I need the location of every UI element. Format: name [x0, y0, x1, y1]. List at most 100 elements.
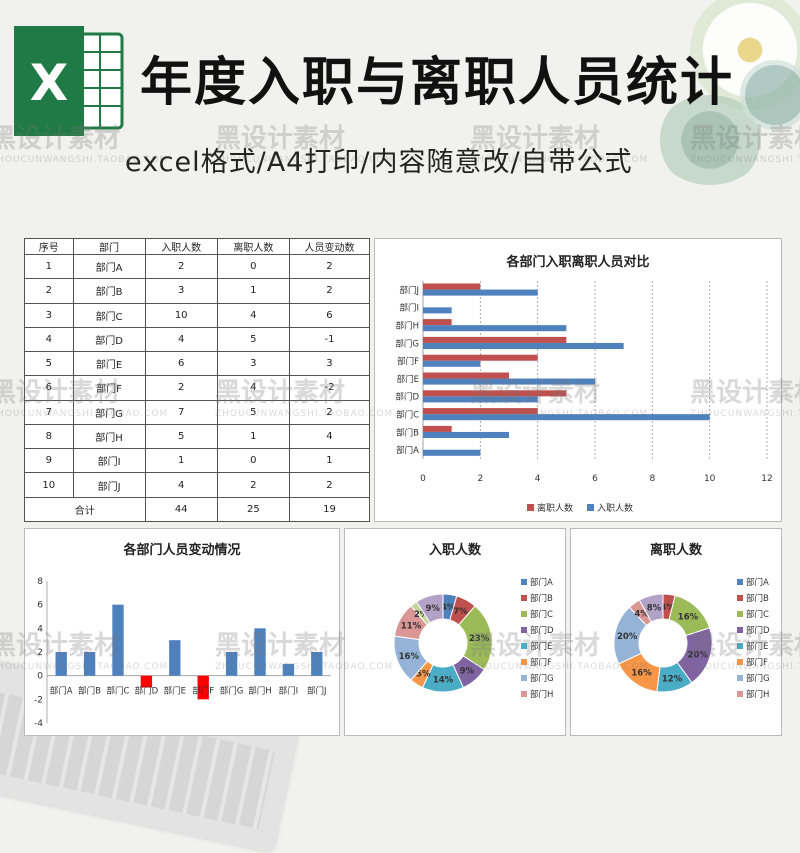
table-row: 10 部门J 4 2 2	[24, 472, 371, 498]
x-tick-label: 部门G	[220, 686, 244, 697]
table-cell: 部门I	[72, 448, 146, 474]
table-row: 7 部门G 7 5 2	[24, 399, 371, 425]
data-label: 11%	[401, 622, 422, 632]
legend-swatch	[737, 643, 743, 649]
legend-swatch	[521, 611, 527, 617]
y-tick-label: 部门C	[396, 410, 419, 421]
bar	[423, 354, 538, 361]
table-cell: 部门H	[72, 423, 146, 450]
table-cell: 6	[144, 351, 218, 377]
legend-label: 部门H	[746, 689, 769, 700]
x-tick-label: 部门E	[164, 686, 186, 697]
y-tick-label: 6	[37, 601, 43, 611]
y-tick-label: 8	[37, 577, 43, 587]
hbar-chart: 0 2 4 6 8 10 12 部门A 部门B 部门C 部门D 部门E 部门F 部门G 部门H 部门I 部门J 离…	[395, 281, 773, 514]
legend-swatch	[521, 675, 527, 681]
bar	[423, 425, 452, 432]
legend-swatch	[737, 627, 743, 633]
y-tick-label: 部门A	[396, 445, 419, 456]
table-cell: 4	[144, 472, 218, 498]
x-tick-label: 部门A	[50, 686, 73, 697]
data-label: 20%	[617, 632, 638, 642]
bar	[83, 652, 96, 676]
vbar-chart: -4 -2 0 2 4 6 8 部门A 部门B 部门C 部门D 部门E 部门F 部门G 部门H 部门I 部门J	[34, 577, 331, 729]
legend-label: 离职人数	[537, 502, 573, 514]
bar	[423, 283, 481, 290]
data-label: 7%	[453, 607, 468, 617]
y-tick-label: 部门H	[396, 321, 419, 332]
y-tick-label: 部门I	[399, 303, 419, 314]
table-header-cell: 离职人数	[216, 238, 290, 255]
table-cell: 5	[216, 399, 290, 425]
data-label: 8%	[647, 604, 662, 614]
data-label: 14%	[433, 676, 454, 686]
table-cell: 3	[144, 278, 218, 304]
bar	[311, 652, 323, 676]
legend-label: 部门D	[746, 625, 770, 636]
x-tick-label: 部门J	[307, 686, 327, 697]
table-cell: 3	[288, 351, 371, 377]
x-tick-label: 部门B	[78, 686, 101, 697]
leave-pie-title: 离职人数	[649, 543, 702, 558]
table-cell: 8	[24, 423, 74, 450]
table-cell: -2	[288, 375, 371, 401]
bar	[169, 640, 181, 676]
hbar-chart-panel: 各部门入职离职人员对比 0 2 4 6 8 10 12 部门A 部门B 部门C 部门D 部门E 部门F 部…	[374, 238, 782, 522]
legend-label: 部门A	[746, 577, 769, 588]
table-cell: 9	[24, 448, 74, 474]
legend-label: 部门C	[746, 609, 769, 620]
page-subtitle: excel格式/A4打印/内容随意改/自带公式	[125, 147, 633, 178]
legend-label: 部门B	[746, 593, 769, 604]
table-cell: -1	[288, 326, 371, 353]
data-label: 20%	[688, 650, 709, 660]
bar	[140, 675, 153, 688]
data-label: 16%	[631, 669, 652, 679]
table-row: 8 部门H 5 1 4	[24, 423, 371, 450]
table-cell: 1	[144, 448, 218, 474]
table-total-cell: 19	[288, 496, 371, 523]
table-cell: 10	[144, 302, 218, 328]
data-label: 4%	[634, 609, 649, 619]
bar	[423, 307, 452, 314]
x-tick-label: 10	[704, 474, 716, 484]
y-tick-label: -2	[34, 695, 43, 705]
table-cell: 部门C	[72, 302, 146, 328]
vbar-chart-title: 各部门人员变动情况	[123, 543, 241, 558]
legend-label: 部门E	[530, 641, 552, 652]
pie-slice	[638, 593, 664, 623]
y-tick-label: 部门G	[395, 338, 419, 349]
x-tick-label: 2	[477, 474, 483, 484]
mug-decoration	[740, 60, 800, 130]
table-cell: 部门G	[72, 399, 146, 425]
table-row: 5 部门E 6 3 3	[24, 351, 371, 377]
data-label: 5%	[416, 670, 431, 680]
bar	[112, 604, 124, 676]
table-cell: 3	[24, 302, 74, 328]
bar	[423, 342, 624, 349]
hire-pie-chart: 4%7%23%9%14%5%16%11%2%9%部门A部门B部门C部门D部门E部…	[393, 577, 554, 700]
legend-swatch	[737, 691, 743, 697]
table-cell: 5	[216, 326, 290, 353]
table-row: 1 部门A 2 0 2	[24, 253, 371, 280]
table-cell: 5	[24, 351, 74, 377]
bar	[423, 408, 538, 415]
table-cell: 1	[216, 423, 290, 450]
page-title: 年度入职与离职人员统计	[140, 53, 735, 113]
header: X 年度入职与离职人员统计 excel格式/A4打印/内容随意改/自带公式	[0, 0, 800, 230]
legend-label: 部门H	[530, 689, 553, 700]
y-tick-label: 部门F	[397, 356, 419, 367]
legend-swatch	[521, 627, 527, 633]
y-tick-label: 部门E	[397, 374, 419, 385]
y-tick-label: -4	[34, 719, 43, 729]
bar	[423, 319, 452, 326]
table-row: 2 部门B 3 1 2	[24, 278, 371, 304]
table-header-cell: 入职人数	[144, 238, 218, 255]
table-row: 9 部门I 1 0 1	[24, 448, 371, 474]
bar	[423, 378, 595, 385]
bar	[254, 628, 266, 676]
bar	[423, 414, 710, 421]
bar	[55, 652, 67, 676]
table-cell: 2	[144, 253, 218, 280]
legend-swatch	[521, 595, 527, 601]
x-tick-label: 6	[592, 474, 598, 484]
